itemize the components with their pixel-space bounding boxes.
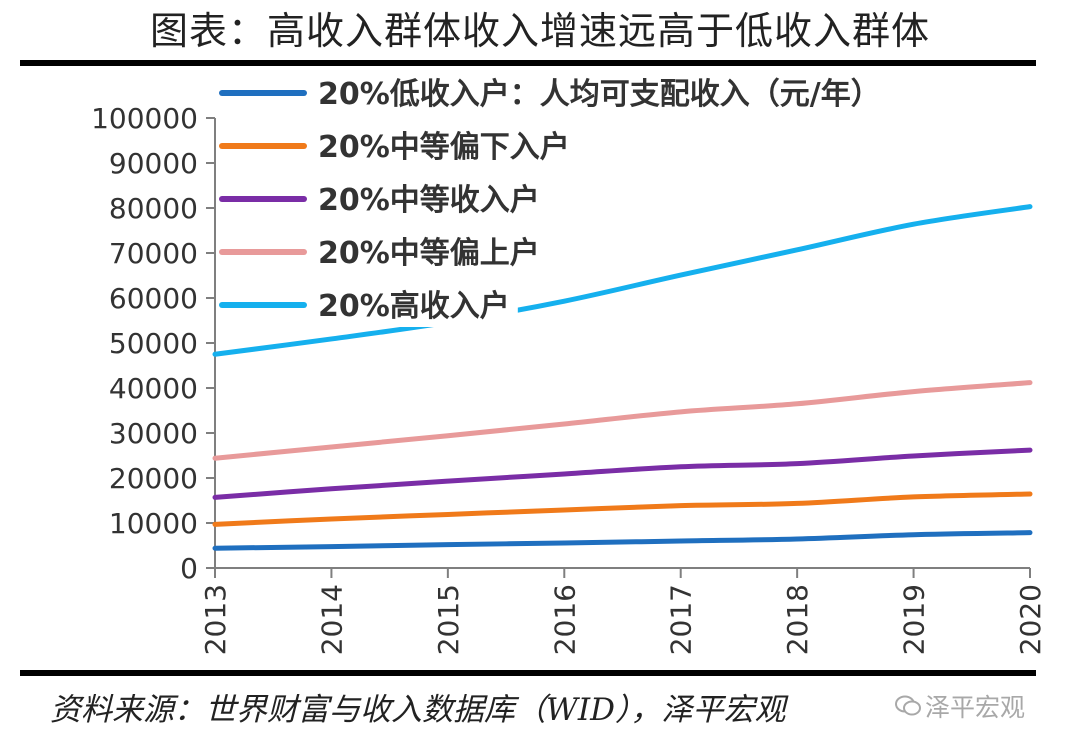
y-tick-label: 0 (180, 552, 198, 585)
bottom-rule (20, 670, 1036, 676)
series-line-4 (212, 380, 1033, 461)
y-tick-label: 40000 (109, 372, 198, 405)
series-line-5 (212, 204, 1033, 357)
x-tick-label: 2013 (199, 584, 232, 655)
x-tick-label: 2019 (898, 584, 931, 655)
wechat-icon (895, 689, 921, 729)
x-tick-label: 2020 (1014, 584, 1047, 655)
x-tick-label: 2018 (781, 584, 814, 655)
legend-label: 20%中等偏上户 (318, 236, 540, 271)
legend-label: 20%中等偏下入户 (318, 130, 570, 165)
series-lines (212, 204, 1033, 551)
source-note: 资料来源：世界财富与收入数据库（WID），泽平宏观 (50, 692, 786, 728)
x-tick-label: 2015 (432, 584, 465, 655)
legend-label: 20%中等收入户 (318, 183, 540, 218)
legend-label: 20%低收入户：人均可支配收入（元/年） (318, 77, 881, 112)
top-rule (20, 60, 1036, 66)
line-chart: 0 10000 20000 30000 40000 50000 60000 70000 8000… (91, 71, 1047, 655)
y-tick-label: 30000 (109, 417, 198, 450)
legend-bg (216, 71, 889, 115)
y-tick-label: 70000 (109, 237, 198, 270)
series-line-2 (212, 491, 1033, 527)
watermark-text: 泽平宏观 (925, 693, 1026, 722)
y-tick-label: 10000 (109, 507, 198, 540)
y-tick-label: 50000 (109, 327, 198, 360)
axes: 0 10000 20000 30000 40000 50000 60000 70000 8000… (91, 102, 1047, 655)
y-tick-label: 60000 (109, 282, 198, 315)
x-tick-label: 2014 (315, 584, 348, 655)
chart-title: 图表：高收入群体收入增速远高于低收入群体 (149, 9, 930, 53)
series-line-3 (212, 447, 1033, 500)
watermark: 泽平宏观 (895, 688, 1025, 728)
y-tick-label: 90000 (109, 147, 198, 180)
x-tick-label: 2016 (548, 584, 581, 655)
legend-label: 20%高收入户 (318, 289, 510, 324)
x-tick-label: 2017 (665, 584, 698, 655)
series-line-1 (212, 530, 1033, 551)
y-tick-label: 80000 (109, 192, 198, 225)
legend: 20%低收入户：人均可支配收入（元/年） 20%中等偏下入户 20%中等收入户 20%… (216, 71, 889, 327)
y-tick-label: 20000 (109, 462, 198, 495)
y-tick-label: 100000 (91, 102, 198, 135)
